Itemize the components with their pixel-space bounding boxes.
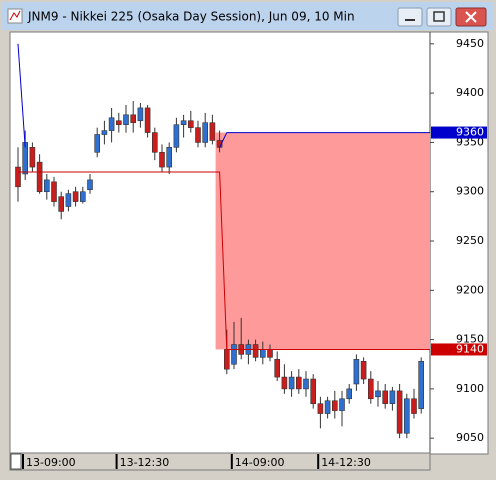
candle-body: [29, 147, 36, 168]
candle-body: [166, 147, 172, 168]
candle-body: [87, 179, 93, 191]
candle-body: [173, 124, 180, 148]
candle-body: [375, 390, 381, 398]
window-title: JNM9 - Nikkei 225 (Osaka Day Session), J…: [27, 10, 355, 24]
candle-body: [72, 191, 79, 202]
candle-body: [267, 349, 273, 358]
price-label-box: [431, 343, 487, 356]
candle-body: [195, 127, 201, 143]
candle-body: [411, 398, 417, 414]
x-tick-label: 13-12:30: [120, 456, 170, 469]
candle-body: [252, 344, 259, 358]
candle-body: [295, 376, 302, 390]
y-tick-label: 9100: [456, 382, 484, 395]
candle-body: [180, 120, 187, 125]
candle-body: [209, 122, 216, 141]
x-tick-label: 14-09:00: [235, 456, 285, 469]
candle-body: [303, 378, 309, 390]
y-tick-label: 9150: [456, 333, 484, 346]
x-tick: [230, 454, 233, 469]
maximize-button[interactable]: [426, 7, 452, 27]
indicator-line: [219, 132, 430, 148]
indicator-line: [17, 43, 26, 148]
candle-body: [382, 390, 389, 404]
candle-body: [108, 117, 115, 131]
x-tick: [317, 454, 320, 469]
candle-body: [353, 359, 360, 385]
candle-body: [159, 151, 165, 168]
candle-body: [317, 403, 324, 414]
candle-body: [281, 376, 288, 390]
candle-body: [324, 400, 331, 414]
candle-body: [58, 196, 65, 212]
minimize-glyph: [405, 19, 415, 21]
price-label: 9360: [456, 126, 484, 139]
time-axis: [9, 452, 431, 471]
candle-body: [367, 378, 374, 400]
candle-body: [15, 166, 21, 188]
maximize-glyph: [433, 11, 445, 22]
candle-body: [116, 120, 122, 125]
x-tick: [22, 454, 24, 469]
y-tick-label: 9400: [456, 86, 484, 99]
candle-body: [94, 134, 100, 153]
candle-body: [152, 132, 158, 153]
candle-body: [36, 161, 43, 193]
app-icon: [7, 8, 23, 24]
candle-body: [80, 191, 86, 202]
y-tick-label: 9350: [456, 135, 484, 148]
y-tick-label: 9200: [456, 283, 484, 296]
candle-body: [224, 349, 230, 370]
candle-body: [101, 130, 108, 135]
candle-body: [51, 181, 57, 202]
y-tick-label: 9250: [456, 234, 484, 247]
y-tick-label: 9300: [456, 185, 484, 198]
app-icon-glyph: [9, 10, 21, 21]
candle-body: [288, 376, 295, 390]
scroll-box[interactable]: [10, 453, 22, 470]
candle-body: [188, 120, 194, 128]
candle-body: [360, 360, 367, 380]
candle-body: [123, 114, 129, 125]
candle-body: [331, 400, 338, 411]
indicator-line: [18, 171, 430, 350]
candle-body: [346, 388, 353, 400]
candle-body: [310, 378, 317, 404]
x-tick-label: 13-09:00: [26, 456, 76, 469]
price-label: 9140: [456, 342, 484, 355]
gap-band: [215, 132, 430, 350]
candle-body: [339, 398, 345, 411]
candle-body: [389, 390, 396, 404]
candle-body: [43, 179, 50, 193]
candle-body: [403, 398, 410, 434]
candle-body: [144, 107, 151, 133]
candle-body: [202, 122, 208, 143]
close-glyph: [465, 11, 477, 23]
price-label-box: [431, 126, 487, 139]
candle-body: [259, 349, 266, 358]
candle-body: [274, 359, 281, 378]
candle-body: [418, 360, 425, 409]
x-tick-label: 14-12:30: [321, 456, 371, 469]
candle-body: [396, 390, 403, 434]
y-tick-label: 9050: [456, 431, 484, 444]
y-tick-label: 9450: [456, 37, 484, 50]
minimize-button[interactable]: [397, 7, 423, 27]
candle-body: [65, 193, 72, 207]
x-tick: [115, 454, 118, 469]
candle-body: [137, 107, 144, 122]
candle-body: [130, 114, 136, 124]
candle-body: [231, 344, 237, 365]
